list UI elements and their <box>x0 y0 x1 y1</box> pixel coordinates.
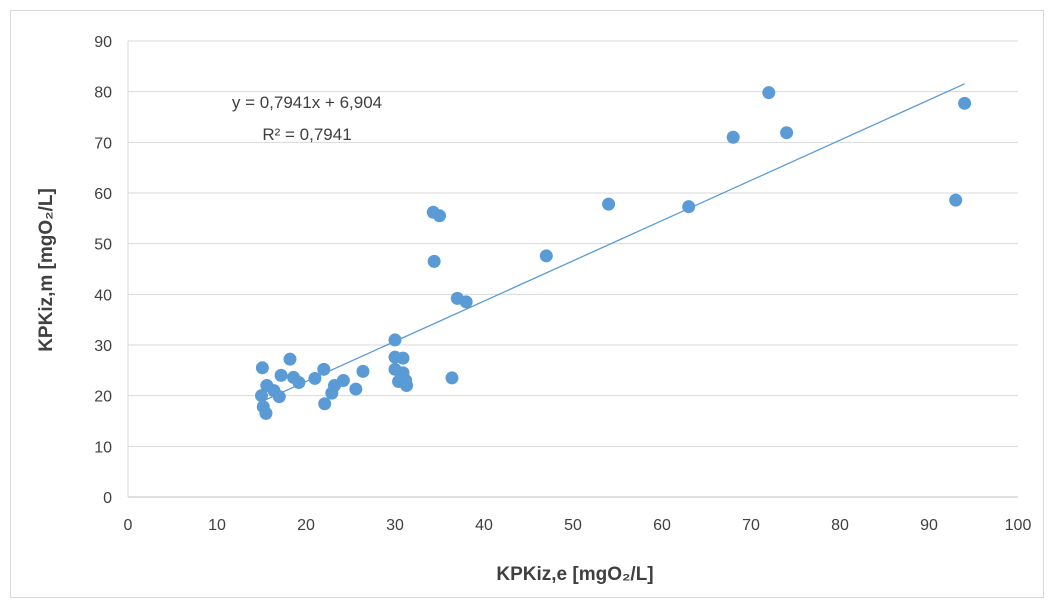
data-point <box>318 397 332 411</box>
x-tick-label: 90 <box>920 517 938 534</box>
x-tick-label: 50 <box>564 517 582 534</box>
y-tick-label: 30 <box>94 338 112 355</box>
data-point <box>682 200 696 214</box>
data-point <box>283 352 297 366</box>
data-point <box>762 86 776 100</box>
y-tick-label: 50 <box>94 237 112 254</box>
trendline-layer <box>261 83 965 403</box>
y-tick-label: 80 <box>94 85 112 102</box>
x-tick-label: 100 <box>1005 517 1032 534</box>
data-point <box>958 96 972 110</box>
x-tick-label: 30 <box>386 517 404 534</box>
y-tick-label: 70 <box>94 135 112 152</box>
data-point <box>356 364 370 378</box>
y-tick-label: 40 <box>94 287 112 304</box>
data-point <box>255 361 269 375</box>
x-tick-label: 20 <box>297 517 315 534</box>
data-point <box>259 406 273 420</box>
data-point <box>349 382 363 396</box>
trendline-equation: y = 0,7941x + 6,904 <box>232 93 382 112</box>
data-point <box>292 375 306 389</box>
trendline-r-squared: R² = 0,7941 <box>262 125 351 144</box>
data-point <box>272 390 286 404</box>
data-point <box>459 295 473 309</box>
tick-labels: 0 10 20 30 40 50 60 70 80 90 0 10 20 30 40 50 60 70 80 90 10… <box>94 34 1031 534</box>
data-point <box>274 368 288 382</box>
y-tick-label: 20 <box>94 389 112 406</box>
x-tick-label: 40 <box>475 517 493 534</box>
data-point <box>539 249 553 263</box>
chart-area <box>10 10 1044 598</box>
axes <box>127 41 1018 498</box>
x-tick-label: 80 <box>831 517 849 534</box>
data-point <box>308 371 322 385</box>
x-tick-label: 10 <box>208 517 226 534</box>
x-tick-label: 0 <box>124 517 133 534</box>
data-point <box>400 379 414 393</box>
data-point <box>602 197 616 211</box>
y-tick-label: 10 <box>94 439 112 456</box>
trendline <box>261 83 965 403</box>
data-point <box>949 193 963 207</box>
data-point <box>336 373 350 387</box>
data-point <box>445 371 459 385</box>
data-point <box>427 254 441 268</box>
x-tick-label: 70 <box>742 517 760 534</box>
y-tick-label: 0 <box>103 490 112 507</box>
x-tick-label: 60 <box>653 517 671 534</box>
data-point <box>726 130 740 144</box>
data-point <box>780 126 794 140</box>
y-axis-title: KPKiz,m [mgO₂/L] <box>36 188 57 352</box>
data-point <box>433 209 446 223</box>
data-point <box>396 351 410 365</box>
data-point <box>255 389 268 403</box>
y-tick-label: 60 <box>94 186 112 203</box>
x-axis-title: KPKiz,e [mgO₂/L] <box>496 564 653 585</box>
data-point <box>317 362 331 376</box>
y-tick-label: 90 <box>94 34 112 51</box>
data-points <box>255 86 972 420</box>
data-point <box>388 333 402 347</box>
